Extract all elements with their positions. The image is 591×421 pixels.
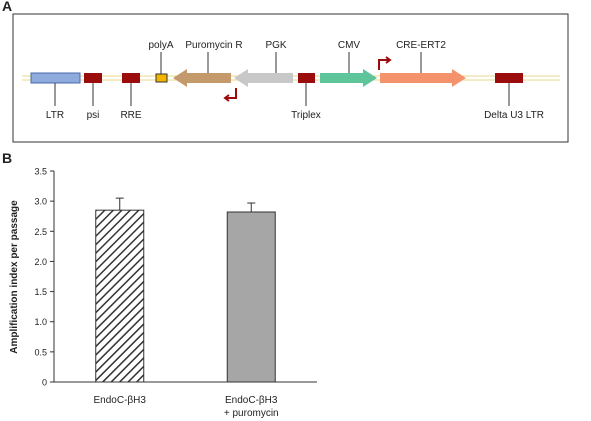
construct-diagram: LTR psi RRE polyA Puromycin R PGK Triple… — [12, 13, 569, 143]
element-label: psi — [87, 110, 100, 121]
bar — [95, 209, 145, 383]
panel-label: A — [2, 0, 12, 14]
leader-lines — [54, 52, 510, 106]
element-label: Triplex — [291, 110, 321, 121]
y-tick-label: 2.0 — [34, 257, 47, 267]
panel-frame — [12, 13, 569, 143]
error-bar — [247, 202, 256, 212]
rre-box — [122, 73, 140, 83]
triplex-box — [298, 73, 315, 83]
panel-label: B — [2, 150, 12, 166]
promoter-arrow — [378, 56, 392, 70]
y-tick-label: 2.5 — [34, 227, 47, 237]
element-label: RRE — [120, 110, 141, 121]
ltr-box — [30, 72, 81, 84]
delta-ltr-box — [495, 73, 523, 83]
cre-arrow — [380, 69, 466, 87]
element-label: PGK — [265, 40, 286, 51]
y-tick-label: 3.5 — [34, 167, 47, 177]
y-axis-label: Amplification index per passage — [9, 200, 20, 354]
element-label: CRE-ERT2 — [396, 40, 446, 51]
cmv-arrow — [320, 69, 377, 87]
bar — [226, 211, 276, 383]
y-tick-label: 0 — [42, 378, 47, 388]
y-tick-label: 3.0 — [34, 197, 47, 207]
element-label: LTR — [46, 110, 64, 121]
polya-box — [155, 73, 168, 83]
y-tick-label: 0.5 — [34, 347, 47, 357]
y-tick-label: 1.5 — [34, 287, 47, 297]
element-label: Delta U3 LTR — [484, 110, 544, 121]
puromycin-arrow — [173, 69, 231, 87]
x-tick-label: EndoC-βH3 — [93, 395, 146, 406]
promoter-arrow — [223, 88, 237, 102]
y-tick-label: 1.0 — [34, 317, 47, 327]
pgk-arrow — [234, 69, 293, 87]
element-label: polyA — [148, 40, 173, 51]
error-bar — [115, 197, 124, 211]
element-label: Puromycin R — [185, 40, 242, 51]
psi-box — [84, 73, 102, 83]
x-tick-label: EndoC-βH3 + puromycin — [223, 395, 279, 419]
element-label: CMV — [338, 40, 361, 51]
